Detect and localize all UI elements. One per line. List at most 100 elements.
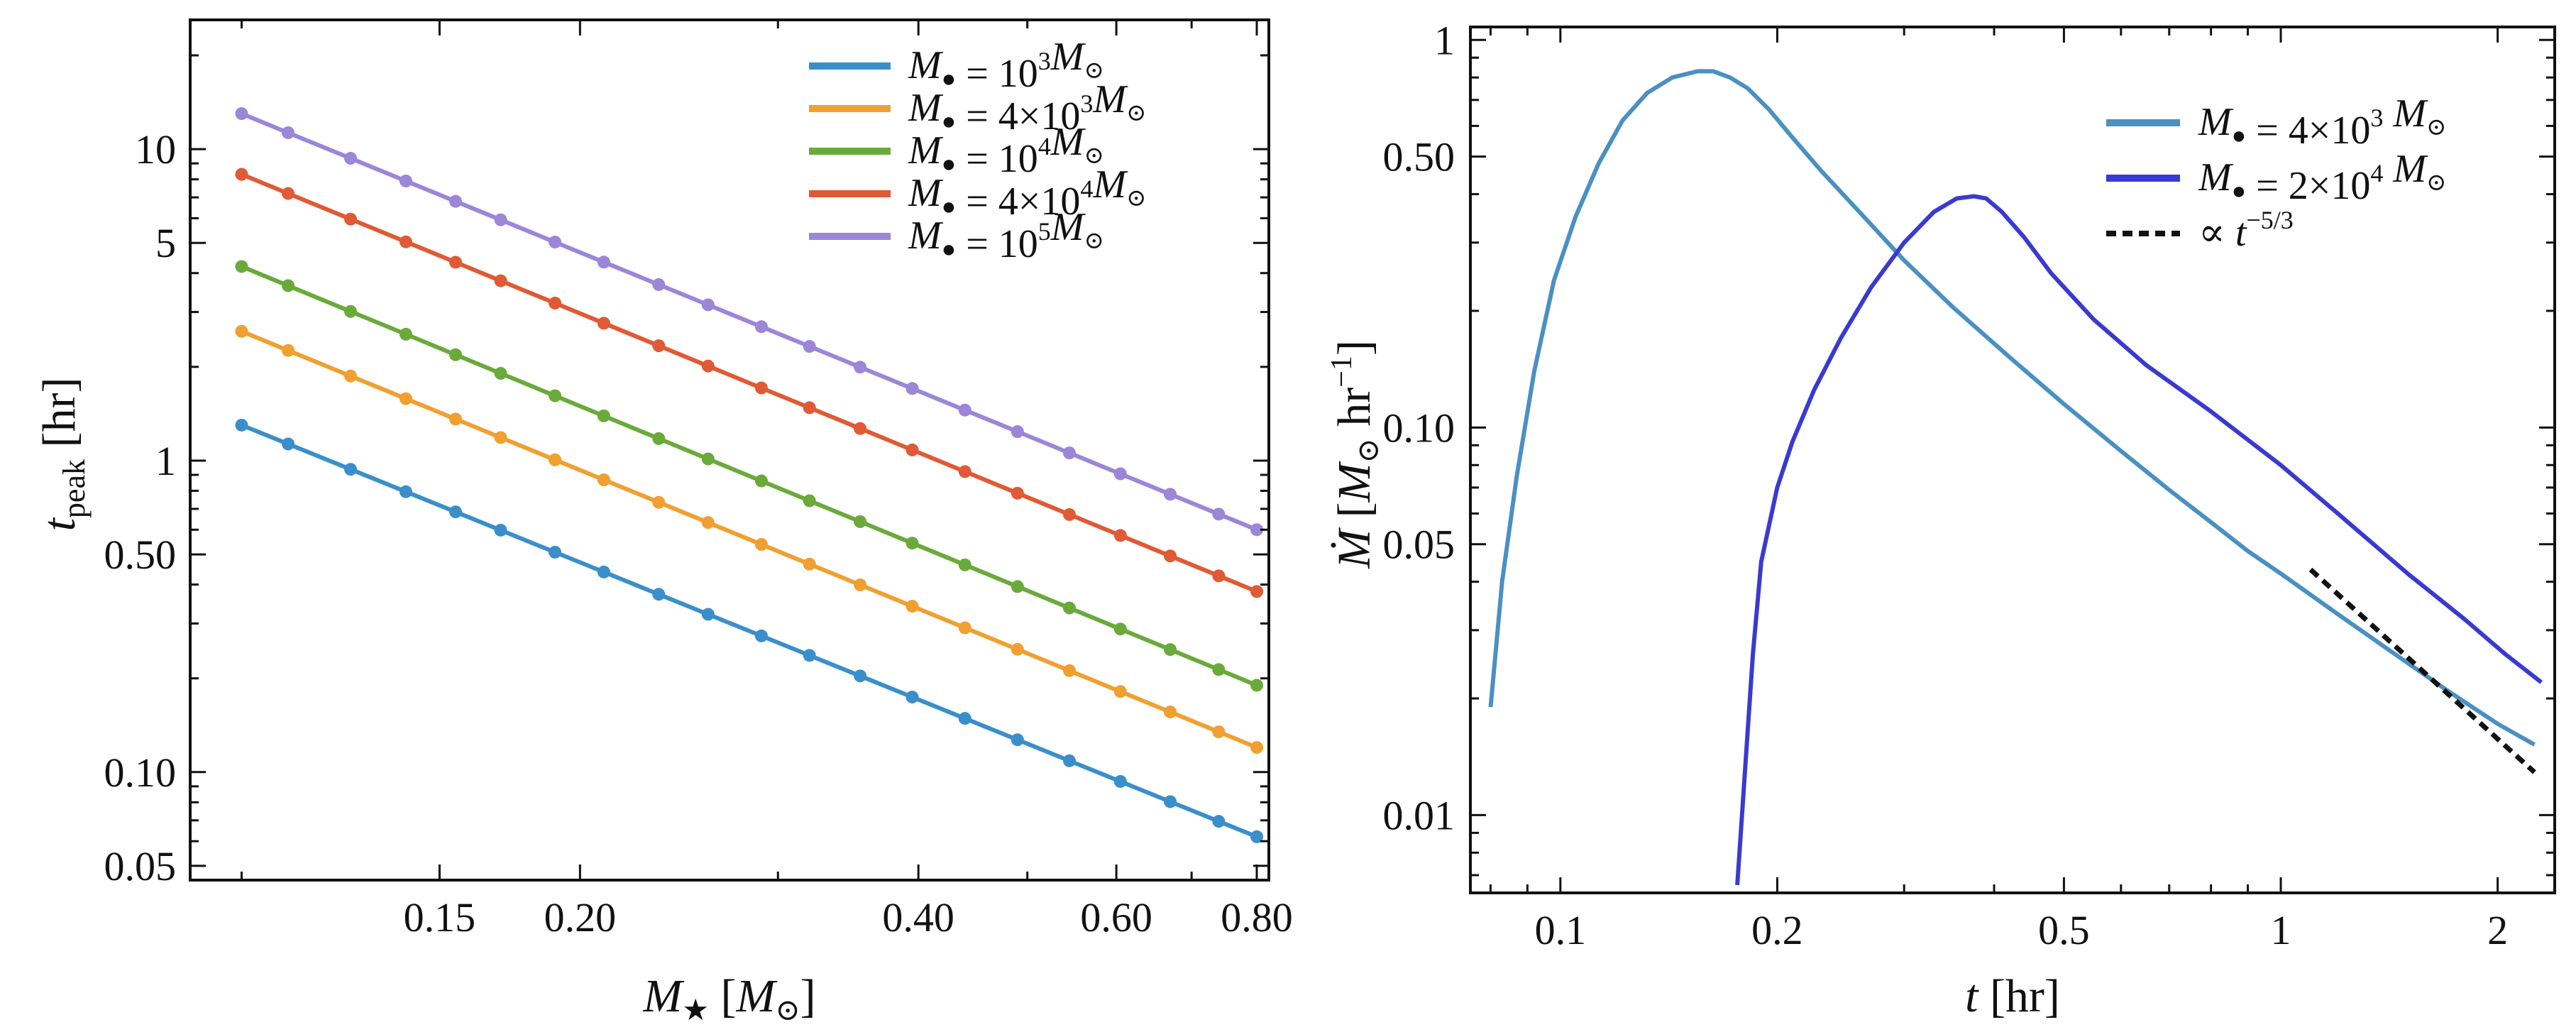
left-legend-label-4: M● = 105M⊙ — [908, 205, 1104, 266]
left-series-3-point — [906, 443, 919, 456]
left-series-1-point — [1113, 685, 1127, 698]
left-series-2-point — [1113, 622, 1127, 636]
right-y-axis-label: Ṁ [M⊙ hr−1] — [1326, 340, 1385, 569]
left-series-line-0 — [241, 423, 1258, 839]
left-series-1-point — [803, 557, 816, 571]
right-legend: M● = 4×103 M⊙M● = 2×104 M⊙∝ t−5/3 — [2106, 92, 2447, 255]
left-series-2-point — [1062, 601, 1076, 615]
left-series-1-point — [343, 369, 357, 383]
left-series-2-point — [494, 367, 507, 380]
left-series-2-point — [854, 515, 867, 528]
left-series-3-point — [399, 235, 412, 248]
left-x-axis-label: M★ [M⊙] — [642, 970, 815, 1027]
right-x-tick-label: 2 — [2487, 907, 2508, 953]
left-series-3-point — [1250, 585, 1264, 598]
left-series-3-point — [803, 401, 816, 415]
right-x-tick-label: 0.2 — [1751, 907, 1803, 953]
left-series-0-point — [235, 418, 248, 432]
left-series-4-point — [1113, 467, 1127, 481]
left-series-0-point — [803, 649, 816, 662]
left-series-1-point — [448, 412, 462, 426]
left-series-2-point — [549, 389, 562, 402]
left-series-0-point — [1250, 830, 1264, 843]
right-x-tick-label: 0.5 — [2038, 907, 2090, 953]
left-series-3-point — [1011, 486, 1024, 500]
left-series-1-point — [1011, 642, 1024, 656]
left-series-4-point — [549, 236, 562, 249]
left-series-4-point — [754, 320, 768, 334]
left-x-tick-label: 0.15 — [404, 894, 476, 940]
right-legend-label-0: M● = 4×103 M⊙ — [2198, 92, 2447, 153]
right-chart: 0.1 0.2 0.5 1 2 0.01 0.05 0.10 0.50 1 M● = 4×103… — [1326, 17, 2556, 1022]
left-series-2-point — [906, 537, 919, 550]
left-series-4-point — [1250, 523, 1264, 537]
left-series-3-point — [494, 274, 507, 287]
left-series-1-point — [1062, 664, 1076, 677]
left-y-tick-label: 5 — [155, 220, 176, 266]
left-series-4-point — [399, 174, 412, 187]
left-series-1-point — [906, 600, 919, 613]
left-series-3-point — [701, 359, 715, 373]
left-series-1-point — [652, 495, 666, 509]
left-series-3-point — [235, 168, 248, 181]
left-y-tick-label: 0.10 — [104, 750, 177, 796]
left-series-4-point — [1164, 488, 1177, 501]
left-series-2 — [235, 260, 1264, 692]
left-x-tick-label: 0.80 — [1221, 894, 1293, 940]
left-series-line-3 — [241, 172, 1258, 594]
left-series-1-point — [701, 516, 715, 529]
left-series-2-point — [282, 279, 295, 292]
left-chart: 0.15 0.20 0.40 0.60 0.80 0.05 0.10 0.50 1 5 10 M●… — [33, 18, 1293, 1027]
left-series-2-point — [448, 348, 462, 361]
left-series-4-point — [448, 194, 462, 208]
left-series-0-point — [282, 437, 295, 451]
left-series-0-point — [854, 669, 867, 683]
right-plot-frame — [1469, 26, 2556, 894]
left-series-1-point — [235, 324, 248, 338]
left-series-2-point — [958, 558, 971, 571]
left-series-0-point — [906, 691, 919, 704]
left-legend-label-1: M● = 4×103M⊙ — [908, 77, 1147, 138]
left-series-0-point — [1164, 795, 1177, 808]
left-plot-frame — [189, 18, 1270, 882]
left-series-1-point — [754, 538, 768, 551]
right-legend-label-2: ∝ t−5/3 — [2198, 206, 2294, 255]
left-series-4 — [235, 107, 1264, 537]
left-series-3-point — [958, 465, 971, 478]
left-series-3-point — [1212, 569, 1226, 583]
left-series-1-point — [549, 453, 562, 466]
left-series-3-point — [652, 339, 666, 353]
left-series-1-point — [958, 621, 971, 635]
left-series-1-point — [282, 344, 295, 357]
left-series-1-point — [1250, 741, 1264, 754]
left-series-0-point — [958, 712, 971, 725]
left-series-3-point — [1164, 549, 1177, 563]
left-series-3 — [235, 168, 1264, 598]
left-series-2-point — [1011, 580, 1024, 593]
right-y-tick-label: 0.05 — [1383, 522, 1455, 568]
left-series-line-2 — [241, 264, 1258, 688]
left-series-1-point — [1212, 725, 1226, 739]
left-series-3-point — [448, 256, 462, 269]
left-series-4-point — [235, 107, 248, 121]
left-x-tick-label: 0.20 — [544, 894, 617, 940]
left-y-tick-label: 1 — [155, 438, 176, 484]
right-y-tick-label: 0.10 — [1383, 405, 1455, 451]
right-y-tick-label: 0.01 — [1383, 792, 1455, 838]
right-series-line-2 — [2308, 567, 2536, 774]
right-series-line-0 — [1488, 69, 2536, 747]
left-series-3-point — [343, 212, 357, 226]
right-x-axis-label: t [hr] — [1965, 970, 2060, 1022]
left-series-line-1 — [241, 329, 1258, 750]
left-series-0-point — [1011, 733, 1024, 747]
left-series-2-point — [399, 327, 412, 341]
left-series-3-point — [549, 297, 562, 310]
left-series-4-point — [1212, 507, 1226, 521]
left-series-4-point — [701, 298, 715, 312]
left-legend-label-2: M● = 104M⊙ — [908, 120, 1104, 181]
left-series-0-point — [549, 545, 562, 559]
left-series-4-point — [1011, 425, 1024, 439]
left-series-3-point — [754, 381, 768, 395]
left-y-axis-label: tpeak [hr] — [33, 378, 92, 532]
